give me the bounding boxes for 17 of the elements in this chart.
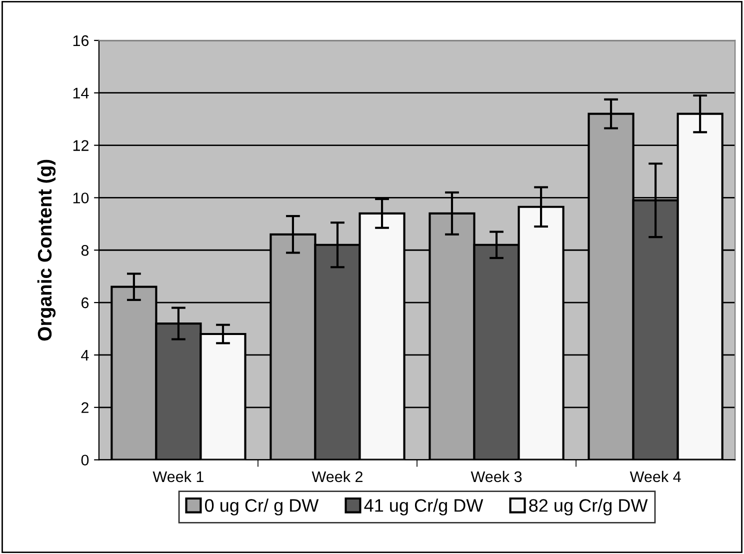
y-tick-label: 12 — [73, 140, 88, 151]
y-tick-label: 0 — [81, 454, 89, 466]
legend-label: 41 ug Cr/g DW — [364, 498, 484, 516]
y-tick-label: 16 — [73, 35, 89, 46]
x-tick-label: Week 1 — [152, 470, 204, 482]
y-tick-label: 2 — [82, 402, 88, 413]
x-tick-label: Week 4 — [630, 470, 681, 482]
y-tick-label: 14 — [73, 88, 89, 98]
legend-label: 0 ug Cr/ g DW — [205, 498, 319, 516]
y-axis-title: Organic Content (g) — [37, 160, 56, 341]
y-tick-label: 10 — [73, 192, 89, 204]
y-tick-label: 4 — [81, 350, 89, 361]
x-tick-label: Week 2 — [312, 470, 362, 482]
x-tick-label: Week 3 — [470, 470, 522, 482]
y-tick-label: 8 — [81, 245, 89, 256]
legend-label: 82 ug Cr/g DW — [529, 498, 648, 516]
y-tick-label: 6 — [82, 297, 89, 308]
